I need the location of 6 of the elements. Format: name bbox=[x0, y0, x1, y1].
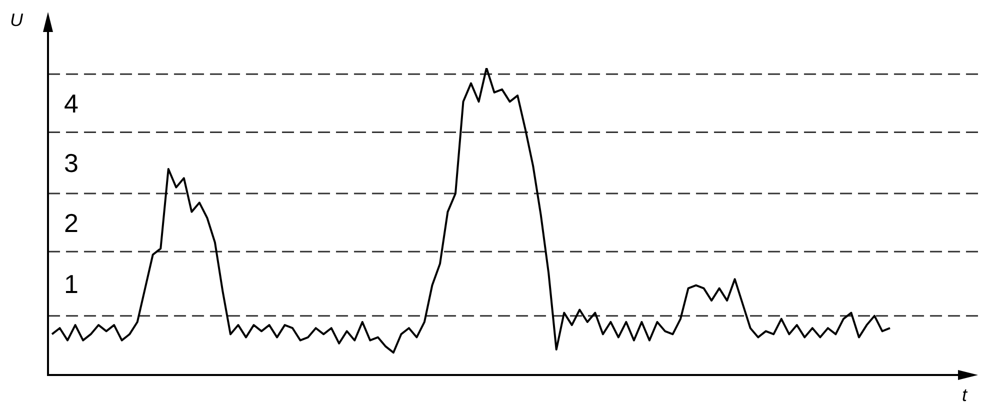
annotation: 1 bbox=[64, 268, 78, 299]
annotation: 2 bbox=[64, 208, 78, 238]
annotation: 3 bbox=[64, 148, 78, 178]
annotation: 4 bbox=[64, 88, 78, 118]
y-axis-title: U bbox=[10, 10, 23, 31]
x-axis-title: t bbox=[962, 385, 968, 406]
